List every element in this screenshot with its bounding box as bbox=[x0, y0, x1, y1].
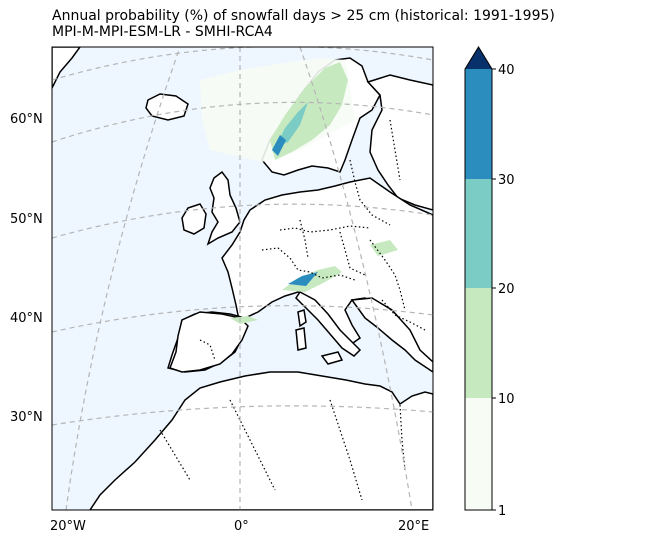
colorbar-label-30: 30 bbox=[498, 173, 515, 188]
colorbar: 1 10 20 30 40 bbox=[464, 46, 515, 519]
shading-pyrenees bbox=[230, 316, 258, 324]
lon-label-20e: 20°E bbox=[398, 519, 429, 534]
colorbar-extend-max bbox=[465, 47, 492, 69]
land-finland-russia bbox=[366, 74, 433, 211]
shading-bin-30-40 bbox=[272, 135, 286, 156]
colorbar-bin-10-20 bbox=[465, 288, 492, 398]
map-frame bbox=[51, 46, 434, 511]
map-title: Annual probability (%) of snowfall days … bbox=[52, 8, 555, 24]
lon-label-20w: 20°W bbox=[50, 519, 86, 534]
colorbar-bin-20-30 bbox=[465, 179, 492, 288]
lat-label-40n: 40°N bbox=[10, 311, 43, 326]
land-ireland bbox=[181, 203, 207, 235]
lat-label-50n: 50°N bbox=[10, 212, 43, 227]
colorbar-outline bbox=[464, 46, 493, 511]
map-subtitle: MPI-M-MPI-ESM-LR - SMHI-RCA4 bbox=[52, 24, 273, 40]
colorbar-bin-1-10 bbox=[465, 398, 492, 510]
land-iberia bbox=[169, 311, 249, 373]
land-sardinia bbox=[295, 327, 307, 351]
colorbar-label-1: 1 bbox=[498, 504, 506, 519]
colorbar-label-20: 20 bbox=[498, 282, 515, 297]
colorbar-label-40: 40 bbox=[498, 63, 515, 78]
land-north-africa bbox=[89, 371, 433, 510]
country-borders bbox=[159, 119, 426, 501]
lat-label-60n: 60°N bbox=[10, 112, 43, 127]
shading-carpathians bbox=[370, 240, 398, 256]
shading-bin-20-30 bbox=[275, 102, 308, 148]
lon-label-0: 0° bbox=[234, 519, 249, 534]
land-greenland bbox=[52, 47, 81, 89]
land-britain bbox=[206, 170, 241, 246]
lat-label-30n: 30°N bbox=[10, 410, 43, 425]
colorbar-bin-30-40 bbox=[465, 69, 492, 179]
shading-alps-high bbox=[288, 272, 318, 286]
land-iceland bbox=[145, 93, 189, 121]
land-italy bbox=[295, 291, 362, 357]
colorbar-label-10: 10 bbox=[498, 392, 515, 407]
land-sicily bbox=[320, 351, 344, 365]
snowfall-shading bbox=[200, 58, 398, 324]
map-panel bbox=[52, 47, 433, 510]
land-corsica bbox=[297, 309, 307, 328]
